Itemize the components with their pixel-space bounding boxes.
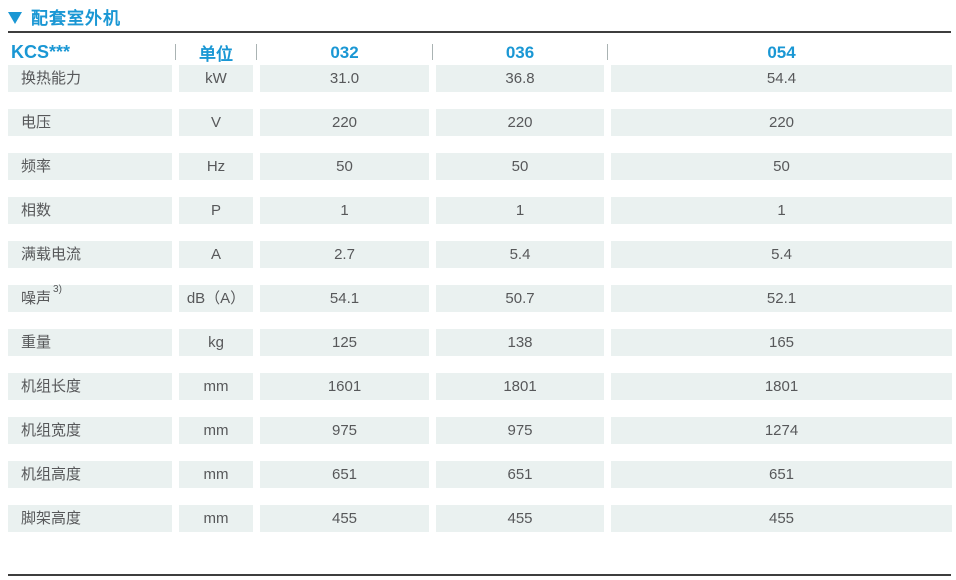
row-value: 138 xyxy=(436,329,604,356)
table-row: 换热能力 kW 31.0 36.8 54.4 xyxy=(8,65,956,92)
row-value: 220 xyxy=(436,109,604,136)
row-label: 机组高度 xyxy=(8,461,172,488)
row-value: 651 xyxy=(611,461,952,488)
row-value: 54.1 xyxy=(260,285,429,312)
row-label: 噪声3) xyxy=(8,285,172,312)
row-value: 1801 xyxy=(436,373,604,400)
row-value: 1 xyxy=(260,197,429,224)
row-value: 1 xyxy=(436,197,604,224)
row-value: 31.0 xyxy=(260,65,429,92)
row-unit: mm xyxy=(179,417,253,444)
row-value: 651 xyxy=(260,461,429,488)
row-value: 5.4 xyxy=(611,241,952,268)
table-body: 换热能力 kW 31.0 36.8 54.4 电压 V 220 220 220 … xyxy=(0,65,956,549)
header-divider xyxy=(432,44,433,60)
row-value: 455 xyxy=(260,505,429,532)
header-model-column: 036 xyxy=(505,42,535,62)
row-value: 52.1 xyxy=(611,285,952,312)
header-model-column: 032 xyxy=(330,42,359,62)
row-label: 电压 xyxy=(8,109,172,136)
bottom-rule xyxy=(8,574,951,576)
row-value: 125 xyxy=(260,329,429,356)
row-value: 1 xyxy=(611,197,952,224)
row-label: 相数 xyxy=(8,197,172,224)
row-unit: P xyxy=(179,197,253,224)
header-divider xyxy=(256,44,257,60)
header-divider xyxy=(175,44,176,60)
table-row: 满载电流 A 2.7 5.4 5.4 xyxy=(8,241,956,268)
table-row: 频率 Hz 50 50 50 xyxy=(8,153,956,180)
table-row: 脚架高度 mm 455 455 455 xyxy=(8,505,956,532)
row-label: 机组宽度 xyxy=(8,417,172,444)
section-title: 配套室外机 xyxy=(8,4,121,29)
row-value: 455 xyxy=(436,505,604,532)
row-value: 165 xyxy=(611,329,952,356)
row-unit: V xyxy=(179,109,253,136)
table-row: 机组宽度 mm 975 975 1274 xyxy=(8,417,956,444)
row-value: 50 xyxy=(611,153,952,180)
row-value: 5.4 xyxy=(436,241,604,268)
table-row: 重量 kg 125 138 165 xyxy=(8,329,956,356)
row-label: 换热能力 xyxy=(8,65,172,92)
table-row: 机组长度 mm 1601 1801 1801 xyxy=(8,373,956,400)
row-value: 220 xyxy=(260,109,429,136)
row-value: 1801 xyxy=(611,373,952,400)
table-row: 相数 P 1 1 1 xyxy=(8,197,956,224)
row-unit: A xyxy=(179,241,253,268)
section-triangle-icon xyxy=(8,11,22,24)
row-unit: kW xyxy=(179,65,253,92)
row-label: 频率 xyxy=(8,153,172,180)
row-label: 机组长度 xyxy=(8,373,172,400)
header-model-series: KCS*** xyxy=(11,42,71,62)
row-unit: mm xyxy=(179,505,253,532)
row-unit: Hz xyxy=(179,153,253,180)
row-unit: mm xyxy=(179,461,253,488)
row-value: 50.7 xyxy=(436,285,604,312)
header-model-column: 054 xyxy=(767,42,796,62)
row-value: 975 xyxy=(260,417,429,444)
row-unit: kg xyxy=(179,329,253,356)
row-value: 651 xyxy=(436,461,604,488)
row-value: 50 xyxy=(436,153,604,180)
table-row: 机组高度 mm 651 651 651 xyxy=(8,461,956,488)
row-unit: mm xyxy=(179,373,253,400)
row-label: 脚架高度 xyxy=(8,505,172,532)
row-value: 54.4 xyxy=(611,65,952,92)
table-row: 噪声3) dB（A） 54.1 50.7 52.1 xyxy=(8,285,956,312)
row-label: 重量 xyxy=(8,329,172,356)
row-value: 220 xyxy=(611,109,952,136)
row-value: 975 xyxy=(436,417,604,444)
row-unit: dB（A） xyxy=(179,285,253,312)
row-value: 50 xyxy=(260,153,429,180)
section-title-label: 配套室外机 xyxy=(31,9,121,28)
header-unit: 单位 xyxy=(199,45,233,64)
table-header-row: KCS*** 单位 032 036 054 xyxy=(0,40,956,64)
table-row: 电压 V 220 220 220 xyxy=(8,109,956,136)
row-value: 2.7 xyxy=(260,241,429,268)
row-value: 1601 xyxy=(260,373,429,400)
row-value: 455 xyxy=(611,505,952,532)
top-rule xyxy=(8,31,951,33)
header-divider xyxy=(607,44,608,60)
row-label: 满载电流 xyxy=(8,241,172,268)
row-value: 1274 xyxy=(611,417,952,444)
row-value: 36.8 xyxy=(436,65,604,92)
